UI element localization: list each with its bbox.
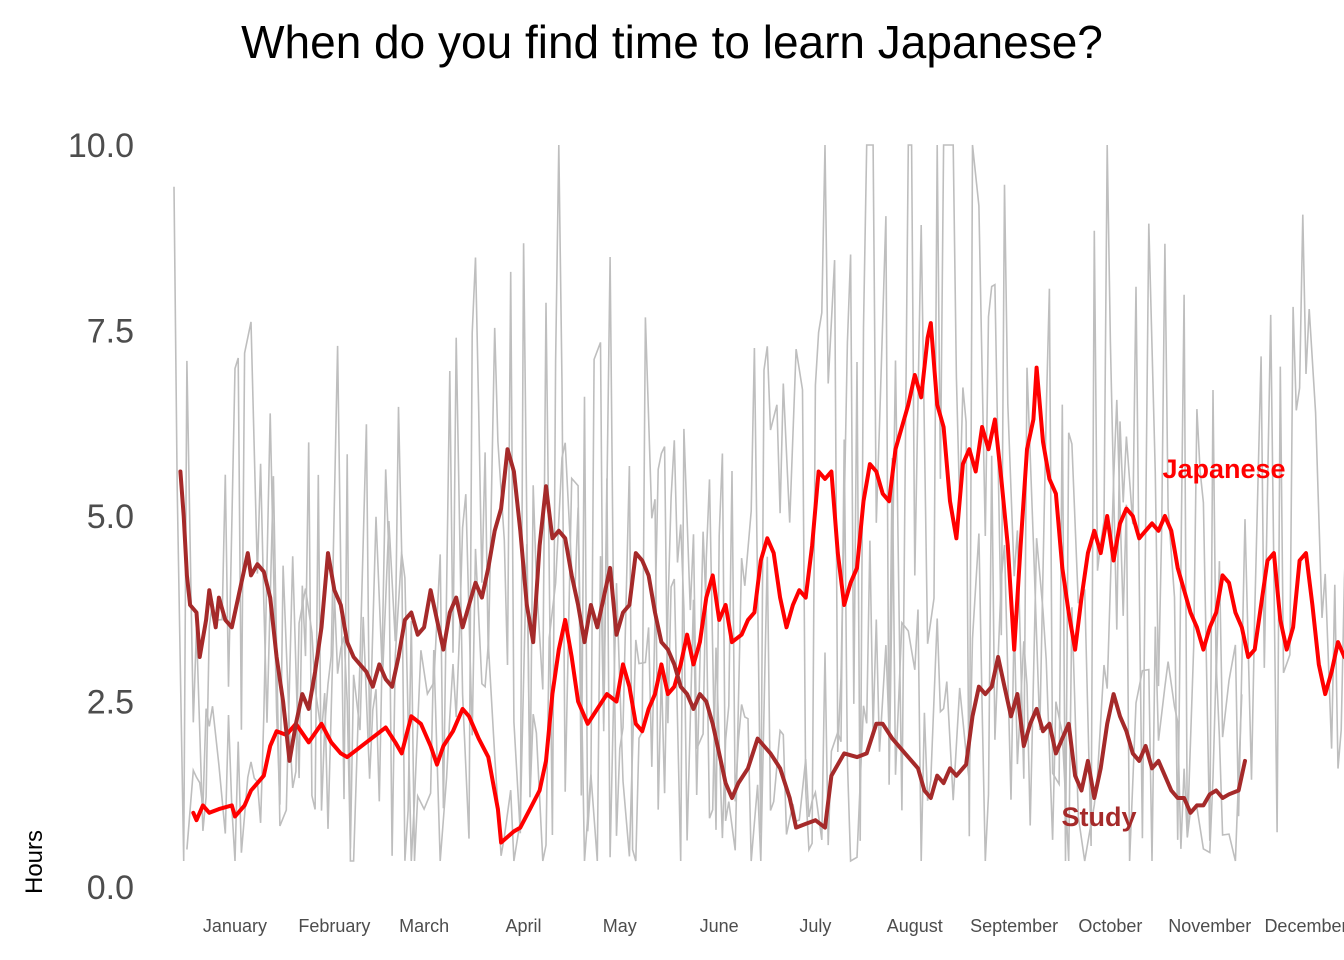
series-label-study: Study [1061,802,1136,832]
x-tick-label: December [1264,916,1344,936]
x-tick-label: February [298,916,370,936]
x-tick-label: November [1168,916,1251,936]
x-tick-label: October [1078,916,1142,936]
y-tick-label: 10.0 [68,127,134,165]
y-tick-label: 5.0 [87,498,134,536]
x-tick-label: March [399,916,449,936]
x-axis-ticks: January February March April May June July Augu… [203,916,1344,936]
series-line-study [178,447,1247,830]
x-tick-label: June [700,916,739,936]
x-tick-label: April [506,916,542,936]
x-tick-label: January [203,916,267,936]
x-tick-label: September [970,916,1058,936]
x-tick-label: May [603,916,637,936]
raw-series-line [186,144,1344,862]
y-axis-label: Hours [21,830,48,894]
series-label-japanese: Japanese [1162,454,1285,484]
y-tick-label: 7.5 [87,313,134,351]
series-line-japanese [191,321,1344,845]
x-tick-label: July [799,916,831,936]
y-tick-label: 2.5 [87,684,134,722]
y-tick-label: 0.0 [87,869,134,907]
series-layer [178,321,1344,845]
y-axis-ticks: 0.0 2.5 5.0 7.5 10.0 [68,127,134,907]
chart-title: When do you find time to learn Japanese? [241,16,1103,68]
x-tick-label: August [887,916,943,936]
